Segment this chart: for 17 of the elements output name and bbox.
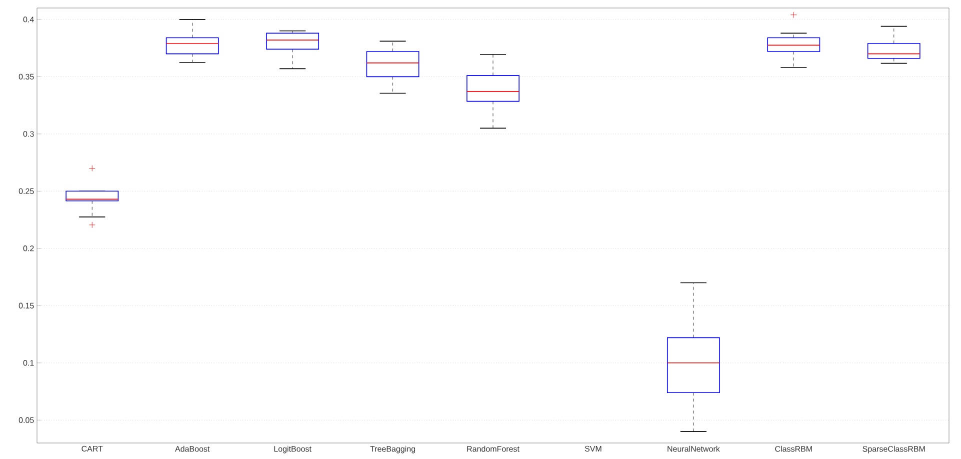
- y-tick-label: 0.3: [23, 131, 34, 137]
- y-tick-label: 0.1: [23, 360, 34, 366]
- x-tick-label: CART: [82, 446, 103, 452]
- y-tick-label: 0.25: [18, 188, 34, 194]
- x-tick-label: LogitBoost: [274, 446, 312, 454]
- x-tick-label: SparseClassRBM: [862, 446, 925, 454]
- x-tick-label: RandomForest: [467, 446, 520, 452]
- y-tick-label: 0.4: [23, 16, 34, 22]
- y-tick-label: 0.15: [18, 302, 34, 308]
- x-tick-label: NeuralNetwork: [668, 446, 720, 452]
- x-tick-label: AdaBoost: [175, 446, 210, 452]
- y-tick-label: 0.2: [23, 246, 34, 252]
- x-tick-label: TreeBagging: [370, 446, 416, 454]
- y-tick-label: 0.35: [18, 74, 34, 80]
- x-tick-label: ClassRBM: [775, 446, 812, 452]
- y-tick-label: 0.05: [18, 417, 34, 423]
- x-tick-label: SVM: [584, 446, 602, 452]
